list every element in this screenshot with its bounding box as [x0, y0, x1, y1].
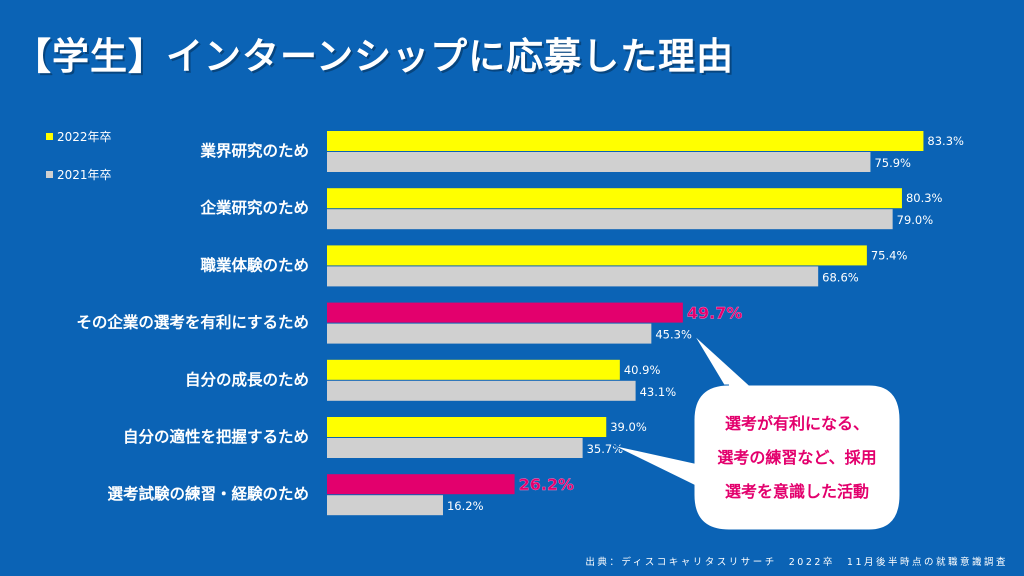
data-label-2021: 43.1% — [640, 385, 677, 399]
bar-2022 — [327, 188, 902, 209]
category-label: 職業体験のため — [200, 255, 309, 274]
category-label: 企業研究のため — [199, 198, 309, 217]
data-label-2022: 40.9% — [624, 363, 661, 377]
callout-shape — [611, 334, 901, 531]
bar-2022 — [327, 474, 515, 495]
bar-2022 — [327, 245, 867, 266]
category-label: 自分の適性を把握するため — [123, 427, 309, 446]
legend-label-2022: 2022年卒 — [57, 129, 112, 144]
bar-2021 — [327, 438, 583, 458]
legend-item-2021: 2021年卒 — [46, 162, 112, 186]
bar-2021 — [327, 380, 636, 401]
bar-2021 — [327, 323, 652, 344]
bar-2021 — [327, 209, 893, 230]
data-label-2022: 75.4% — [871, 248, 908, 262]
callout-line-1: 選考が有利になる、 — [724, 413, 869, 433]
data-label-2021: 68.6% — [822, 270, 859, 284]
data-label-2022: 26.2% — [519, 475, 575, 494]
bar-2021 — [327, 152, 871, 172]
data-label-2021: 45.3% — [655, 328, 692, 342]
legend-swatch-2021 — [46, 170, 53, 178]
callout-line-3: 選考を意識した活動 — [724, 481, 869, 501]
legend-label-2021: 2021年卒 — [57, 167, 112, 182]
data-label-2021: 35.7% — [587, 442, 624, 456]
category-label: 選考試験の練習・経験のため — [107, 484, 309, 503]
callout-line-2: 選考の練習など、採用 — [717, 447, 877, 467]
legend-swatch-2022 — [46, 132, 53, 140]
bar-2022 — [327, 302, 683, 323]
legend-item-2022: 2022年卒 — [46, 124, 112, 148]
category-label: 業界研究のため — [199, 141, 309, 160]
category-label: その企業の選考を有利にするため — [76, 313, 309, 332]
data-label-2022: 49.7% — [687, 304, 743, 323]
category-label: 自分の成長のため — [185, 370, 309, 389]
data-label-2022: 83.3% — [927, 134, 964, 148]
bar-2021 — [327, 266, 819, 287]
data-label-2021: 79.0% — [897, 213, 934, 227]
data-label-2021: 75.9% — [874, 156, 911, 170]
bar-2021 — [327, 495, 443, 516]
callout-bubble: 選考が有利になる、 選考の練習など、採用 選考を意識した活動 — [611, 334, 901, 531]
bar-2022 — [327, 417, 607, 437]
bar-2022 — [327, 131, 924, 151]
data-label-2022: 80.3% — [906, 191, 943, 205]
source-note: 出典：ディスコキャリタスリサーチ 2022卒 11月後半時点の就職意識調査 — [585, 557, 1008, 568]
bar-2022 — [327, 359, 620, 380]
callout-text: 選考が有利になる、 選考の練習など、採用 選考を意識した活動 — [694, 385, 900, 530]
data-label-2021: 16.2% — [447, 499, 484, 513]
data-label-2022: 39.0% — [610, 420, 647, 434]
page-title: 【学生】インターンシップに応募した理由 — [14, 35, 735, 78]
chart-legend: 2022年卒 2021年卒 — [46, 124, 112, 200]
